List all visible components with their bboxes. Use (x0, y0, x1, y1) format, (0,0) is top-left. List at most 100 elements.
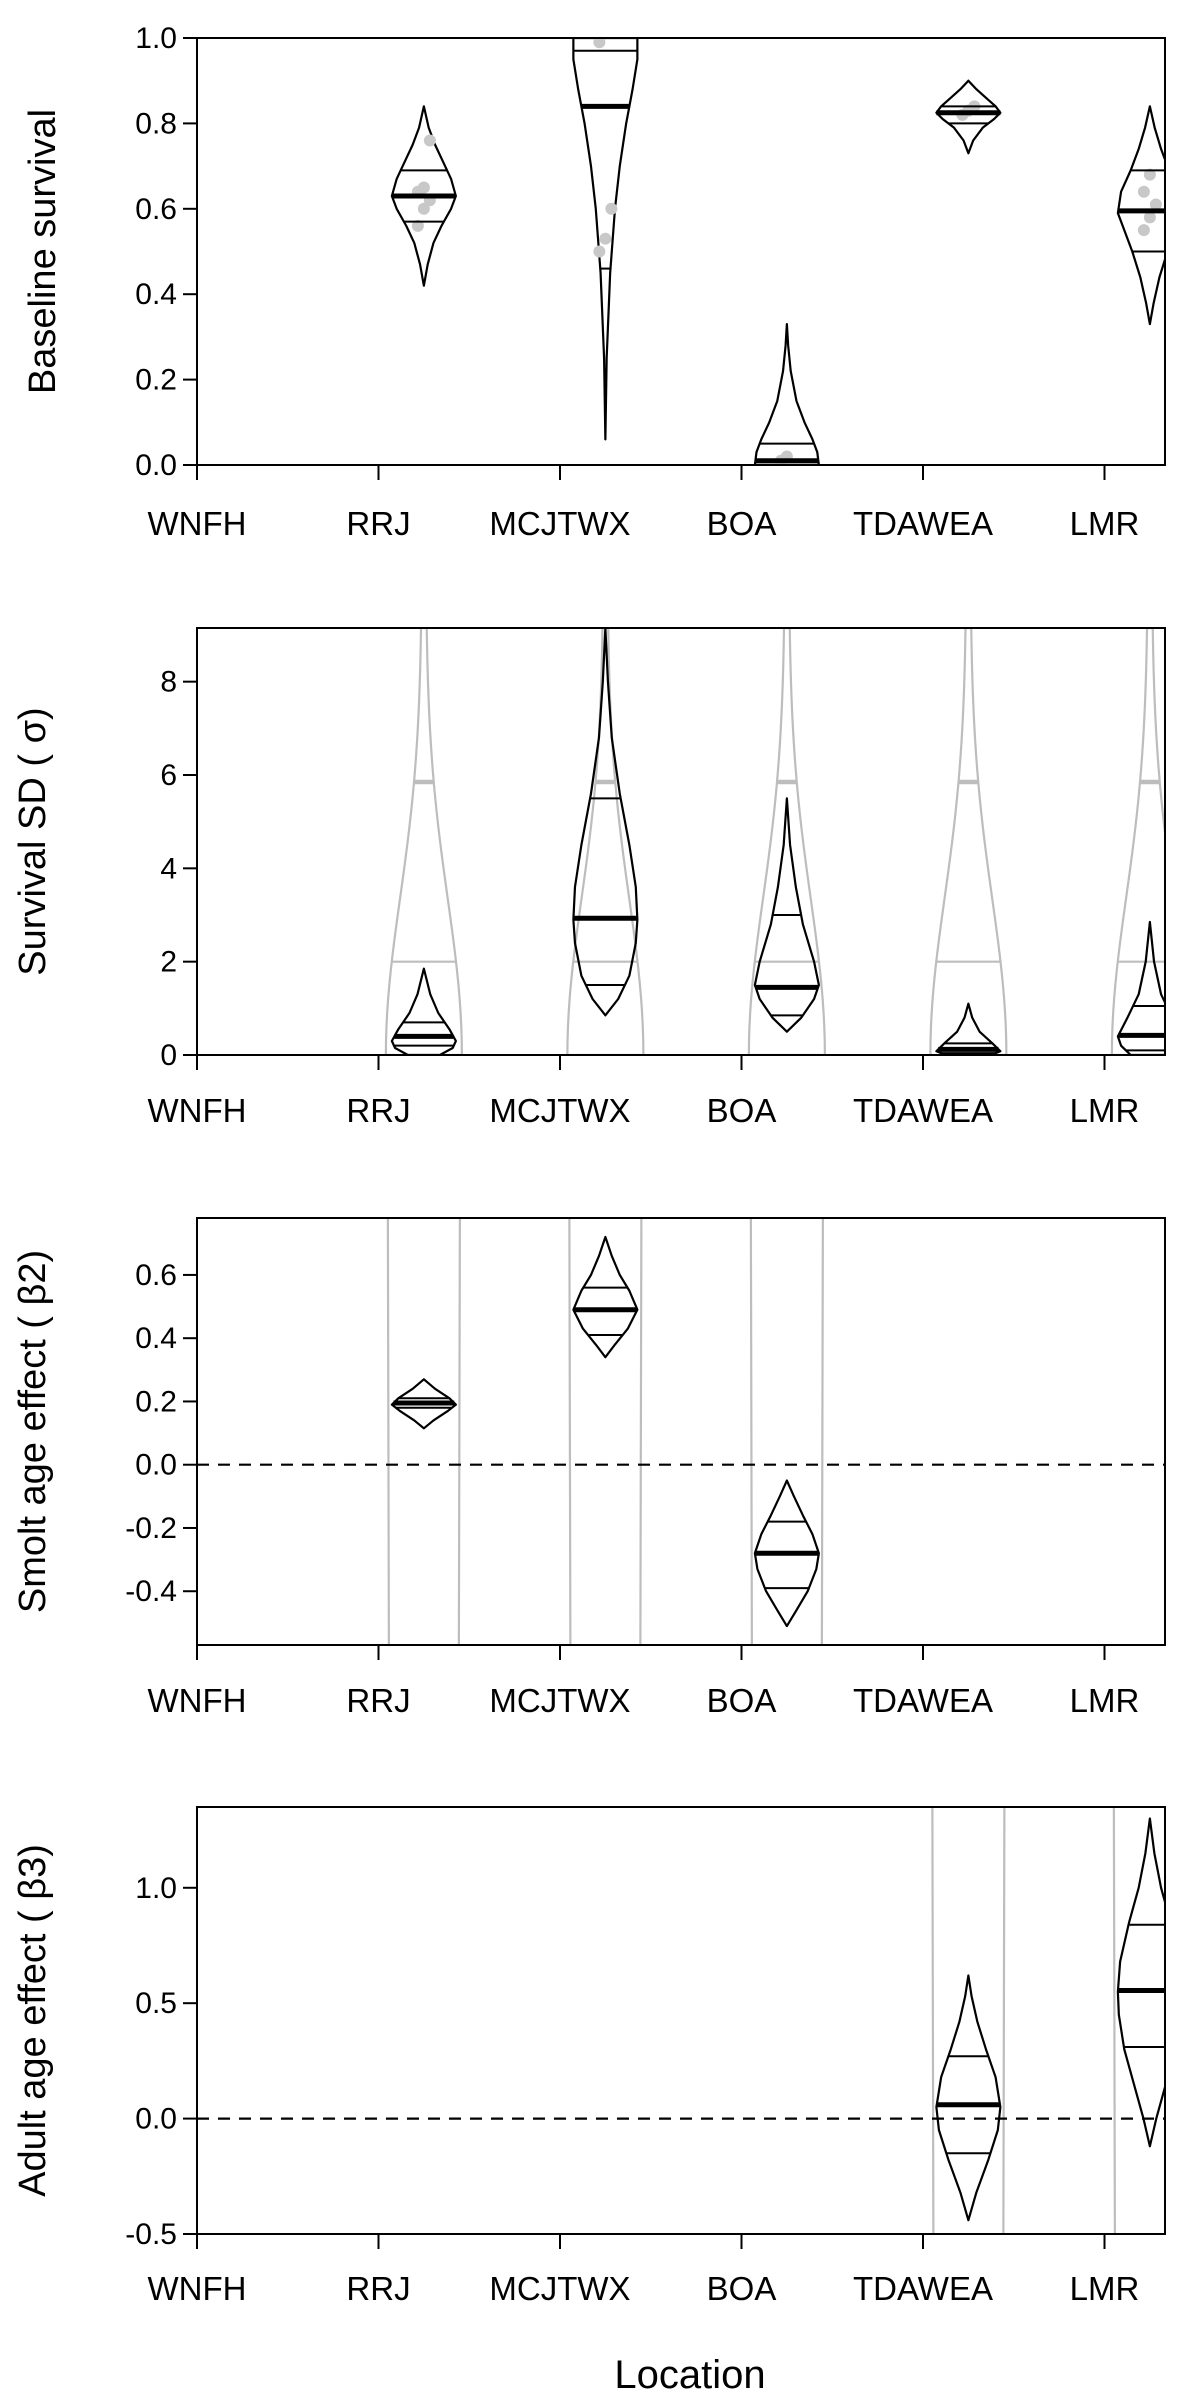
y-tick-label: -0.4 (125, 1575, 177, 1608)
violin-4 (935, 1002, 1002, 1055)
y-tick-label: 0.6 (135, 193, 177, 226)
violin-5 (1116, 105, 1165, 326)
prior-edge-left (931, 1807, 935, 2234)
prior-edge-right (457, 1218, 461, 1645)
prior-violin-5 (1110, 628, 1165, 1055)
y-tick-label: 0.2 (135, 1385, 177, 1418)
plot-area (384, 628, 1165, 1055)
prior-violin-1 (384, 628, 463, 1055)
plot-area (390, 38, 1165, 465)
violin-4 (935, 79, 1002, 155)
x-tick-label: TDAWEA (853, 2270, 993, 2307)
plot-area (197, 1807, 1186, 2234)
x-tick-label: BOA (707, 2270, 777, 2307)
x-tick-label: RRJ (346, 505, 410, 542)
y-tick-label: 0.8 (135, 107, 177, 140)
data-point (1137, 185, 1150, 198)
plot-area (197, 1218, 1165, 1645)
x-tick-label: WNFH (148, 1682, 247, 1719)
prior-violin-4 (929, 628, 1008, 1055)
x-axis-label: Location (614, 2353, 765, 2397)
y-tick-label: 1.0 (135, 1872, 177, 1905)
data-point (605, 202, 618, 215)
x-tick-label: BOA (707, 1092, 777, 1129)
data-point (417, 181, 430, 194)
y-tick-label: 2 (160, 946, 177, 979)
data-point (599, 232, 612, 245)
y-tick-label: 1.0 (135, 22, 177, 55)
prior-edge-right (639, 1218, 643, 1645)
x-tick-label: LMR (1070, 1092, 1140, 1129)
violin-2 (572, 38, 639, 441)
plot-frame (196, 1806, 1166, 2235)
x-tick-label: MCJTWX (489, 1682, 630, 1719)
prior-edge-right (1185, 1807, 1186, 2234)
violin-1 (390, 967, 457, 1055)
violin-2 (572, 628, 639, 1017)
y-tick-label: 0.6 (135, 1259, 177, 1292)
violin-3 (753, 1479, 820, 1628)
plot-frame (196, 627, 1166, 1056)
chart-panel-4: -0.5 0.0 0.5 1.0 WNFH RRJ MCJTWX BOA TDAWEA LMR Ad… (12, 1806, 1186, 2397)
data-point (1143, 168, 1156, 181)
prior-edge-right (820, 1218, 824, 1645)
x-tick-label: BOA (707, 1682, 777, 1719)
x-tick-label: RRJ (346, 1092, 410, 1129)
x-tick-label: WNFH (148, 505, 247, 542)
x-tick-label: WNFH (148, 2270, 247, 2307)
prior-edge-right (1002, 1807, 1006, 2234)
y-tick-label: 4 (160, 852, 177, 885)
data-point (1137, 224, 1150, 237)
prior-violin-3 (747, 628, 826, 1055)
chart-panel-2: 0 2 4 6 8 WNFH RRJ MCJTWX BOA TDAWEA LMR Survival S… (12, 627, 1166, 1129)
x-tick-label: WNFH (148, 1092, 247, 1129)
violin-2 (1116, 1817, 1165, 2148)
prior-violin-2 (566, 628, 645, 1055)
y-tick-label: 0.2 (135, 364, 177, 397)
plot-frame (196, 37, 1166, 466)
data-point (593, 38, 606, 49)
y-tick-label: 0.0 (135, 2103, 177, 2136)
y-axis-label: Survival SD ( σ) (12, 707, 54, 975)
y-axis-label: Smolt age effect ( β2) (12, 1250, 54, 1613)
x-tick-label: MCJTWX (489, 505, 630, 542)
x-tick-label: MCJTWX (489, 1092, 630, 1129)
data-point (1143, 211, 1156, 224)
data-point (411, 219, 424, 232)
violin-2 (572, 1235, 639, 1359)
x-tick-label: RRJ (346, 1682, 410, 1719)
y-tick-label: 0.4 (135, 1322, 177, 1355)
prior-edge-left (568, 1218, 572, 1645)
x-tick-label: TDAWEA (853, 1092, 993, 1129)
chart-panel-1: 0.0 0.2 0.4 0.6 0.8 1.0 WNFH RRJ MCJTWX BOA TDAWEA… (22, 22, 1166, 542)
prior-edge-left (386, 1218, 390, 1645)
y-tick-label: -0.2 (125, 1512, 177, 1545)
x-tick-label: TDAWEA (853, 1682, 993, 1719)
plot-frame (196, 1217, 1166, 1646)
y-tick-label: -0.5 (125, 2218, 177, 2251)
y-tick-label: 0 (160, 1039, 177, 1072)
chart-panel-3: -0.4 -0.2 0.0 0.2 0.4 0.6 WNFH RRJ MCJTWX BOA TDAW… (12, 1217, 1166, 1719)
prior-edge-left (1112, 1807, 1116, 2234)
violin-3 (753, 322, 820, 465)
y-axis-label: Baseline survival (22, 109, 64, 394)
x-tick-label: LMR (1070, 505, 1140, 542)
y-tick-label: 0.5 (135, 1987, 177, 2020)
x-tick-label: TDAWEA (853, 505, 993, 542)
y-tick-label: 8 (160, 666, 177, 699)
data-point (423, 134, 436, 147)
data-point (417, 202, 430, 215)
prior-edge-left (749, 1218, 753, 1645)
violin-1 (935, 1974, 1002, 2222)
data-point (1149, 198, 1162, 211)
y-tick-label: 0.0 (135, 449, 177, 482)
data-point (593, 245, 606, 258)
y-tick-label: 6 (160, 759, 177, 792)
y-tick-label: 0.0 (135, 1449, 177, 1482)
violin-1 (390, 1378, 457, 1430)
violin-1 (390, 105, 457, 287)
x-tick-label: LMR (1070, 2270, 1140, 2307)
y-tick-label: 0.4 (135, 278, 177, 311)
x-tick-label: BOA (707, 505, 777, 542)
